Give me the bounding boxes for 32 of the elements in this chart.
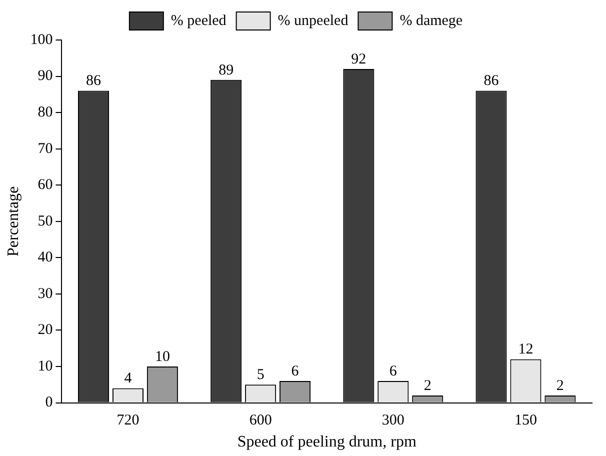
x-tick-label: 600 [249, 412, 272, 429]
legend-label: % peeled [170, 12, 227, 29]
data-label: 92 [351, 51, 366, 68]
y-tick-label: 70 [38, 140, 53, 157]
y-axis-title: Percentage [4, 186, 22, 256]
data-label: 4 [124, 370, 132, 387]
x-tick-label: 150 [514, 412, 537, 429]
data-label: 12 [518, 342, 534, 358]
x-tick-label: 720 [116, 412, 140, 429]
data-label: 86 [484, 73, 500, 90]
y-tick-label: 10 [38, 358, 53, 374]
y-tick-label: 90 [38, 68, 53, 84]
y-tick-label: 80 [38, 104, 53, 120]
data-label: 6 [291, 363, 300, 380]
y-tick-label: 20 [38, 322, 53, 338]
legend-label: % damege [400, 12, 463, 29]
data-label: 2 [556, 378, 564, 394]
y-tick-label: 50 [38, 213, 53, 230]
y-tick-label: 30 [38, 286, 53, 302]
legend-label: % unpeeled [278, 12, 349, 29]
data-label: 86 [86, 73, 102, 90]
data-label: 2 [424, 378, 432, 394]
y-tick-label: 100 [30, 32, 53, 48]
data-label: 89 [218, 62, 234, 78]
data-label: 6 [389, 363, 398, 380]
data-label: 10 [154, 348, 170, 365]
data-label: 5 [256, 367, 264, 384]
y-tick-label: 60 [38, 177, 53, 194]
y-tick-label: 40 [38, 250, 53, 266]
y-tick-label: 0 [45, 394, 53, 411]
x-tick-label: 300 [382, 412, 404, 429]
x-axis-title: Speed of peeling drum, rpm [237, 434, 417, 451]
